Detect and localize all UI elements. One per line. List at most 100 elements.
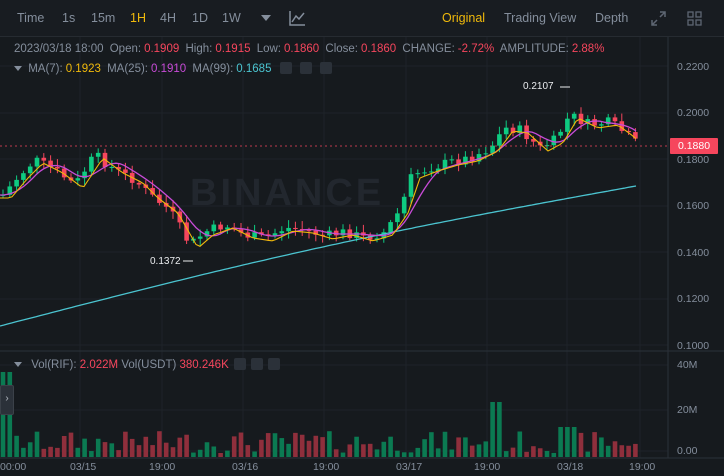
candle-body[interactable] — [197, 236, 203, 239]
candle-body[interactable] — [626, 130, 631, 133]
interval-4h[interactable]: 4H — [160, 11, 176, 25]
candle-body[interactable] — [14, 179, 19, 187]
candle-body[interactable] — [415, 173, 421, 175]
candle-body[interactable] — [367, 235, 373, 240]
interval-1s[interactable]: 1s — [62, 11, 76, 25]
view-depth[interactable]: Depth — [595, 11, 629, 25]
candle-body[interactable] — [313, 230, 319, 235]
candle-body[interactable] — [293, 227, 298, 230]
candle-body[interactable] — [150, 187, 155, 195]
dropdown-caret-icon[interactable] — [261, 15, 271, 21]
candle-body[interactable] — [279, 231, 285, 234]
candle-body[interactable] — [429, 171, 434, 173]
candle-body[interactable] — [449, 159, 455, 161]
candle-body[interactable] — [463, 156, 468, 165]
candle-body[interactable] — [211, 224, 217, 232]
candle-body[interactable] — [599, 124, 604, 126]
candle-body[interactable] — [374, 238, 380, 240]
candle-body[interactable] — [633, 132, 638, 139]
candle-body[interactable] — [252, 232, 257, 238]
candle-body[interactable] — [497, 134, 502, 146]
interval-15m[interactable]: 15m — [91, 11, 116, 25]
vol-settings-icon[interactable] — [251, 358, 264, 370]
candle-body[interactable] — [61, 168, 67, 178]
grid-layout-icon[interactable] — [687, 11, 702, 26]
candle-body[interactable] — [95, 152, 101, 157]
interval-1d[interactable]: 1D — [192, 11, 208, 25]
candle-body[interactable] — [238, 229, 244, 233]
view-trading-view[interactable]: Trading View — [504, 11, 577, 25]
candle-body[interactable] — [517, 125, 523, 133]
candle-body[interactable] — [578, 113, 584, 124]
candle-body[interactable] — [490, 145, 495, 154]
view-original[interactable]: Original — [442, 11, 486, 25]
candle-body[interactable] — [55, 166, 60, 169]
candle-body[interactable] — [551, 135, 557, 146]
candle-body[interactable] — [401, 196, 407, 214]
collapse-caret-icon[interactable] — [14, 66, 22, 71]
candle-body[interactable] — [184, 222, 189, 241]
candle-body[interactable] — [7, 186, 13, 195]
indicator-chart-icon[interactable] — [289, 10, 306, 26]
candle-body[interactable] — [483, 153, 489, 155]
candle-body[interactable] — [435, 168, 441, 172]
candle-body[interactable] — [503, 127, 509, 135]
volume-bar — [347, 444, 353, 457]
time-axis-label: 19:00 — [629, 461, 656, 473]
candle-body[interactable] — [272, 233, 278, 236]
fullscreen-icon[interactable] — [651, 11, 666, 26]
candle-body[interactable] — [619, 121, 625, 131]
candle-body[interactable] — [48, 160, 53, 167]
candle-body[interactable] — [605, 117, 611, 125]
candle-body[interactable] — [395, 213, 400, 223]
candle-body[interactable] — [612, 117, 618, 122]
vol-hide-icon[interactable] — [233, 358, 246, 370]
settings-icon[interactable] — [299, 62, 312, 74]
interval-1h[interactable]: 1H — [130, 11, 146, 25]
candle-body[interactable] — [585, 119, 591, 124]
candle-body[interactable] — [340, 229, 346, 236]
candle-body[interactable] — [592, 119, 597, 126]
candle-body[interactable] — [109, 166, 115, 168]
candle-body[interactable] — [286, 227, 291, 232]
candle-body[interactable] — [123, 169, 128, 173]
candle-body[interactable] — [510, 127, 516, 133]
volume-collapse-caret-icon[interactable] — [14, 362, 22, 367]
candle-body[interactable] — [204, 231, 210, 237]
candle-body[interactable] — [41, 157, 47, 161]
candle-body[interactable] — [354, 232, 359, 239]
candle-body[interactable] — [225, 227, 230, 230]
close-icon[interactable] — [320, 62, 333, 74]
candle-body[interactable] — [408, 174, 414, 197]
candle-body[interactable] — [89, 156, 94, 172]
candle-body[interactable] — [21, 173, 26, 180]
candle-body[interactable] — [558, 131, 563, 136]
candle-body[interactable] — [531, 139, 536, 142]
candle-body[interactable] — [388, 222, 393, 233]
candle-body[interactable] — [442, 159, 448, 169]
candle-body[interactable] — [320, 234, 325, 236]
candle-body[interactable] — [469, 156, 475, 162]
candle-body[interactable] — [565, 118, 570, 132]
candle-body[interactable] — [571, 113, 577, 119]
time-axis-label: 00:00 — [0, 461, 27, 473]
candle-body[interactable] — [27, 166, 33, 174]
candle-body[interactable] — [259, 232, 264, 235]
candle-body[interactable] — [476, 154, 482, 162]
side-panel-toggle[interactable]: › — [0, 385, 14, 415]
candle-body[interactable] — [136, 182, 142, 185]
interval-time[interactable]: Time — [17, 11, 45, 25]
interval-1w[interactable]: 1W — [222, 11, 241, 25]
candle-body[interactable] — [422, 172, 427, 174]
candle-body[interactable] — [116, 166, 121, 170]
candle-body[interactable] — [82, 171, 87, 179]
candle-body[interactable] — [34, 157, 40, 167]
candle-body[interactable] — [306, 230, 312, 232]
low-price-annotation: 0.1372 — [150, 256, 181, 267]
candle-body[interactable] — [75, 178, 81, 181]
candle-body[interactable] — [218, 224, 223, 230]
candle-body[interactable] — [456, 159, 461, 165]
hide-icon[interactable] — [279, 62, 292, 74]
vol-close-icon[interactable] — [268, 358, 281, 370]
